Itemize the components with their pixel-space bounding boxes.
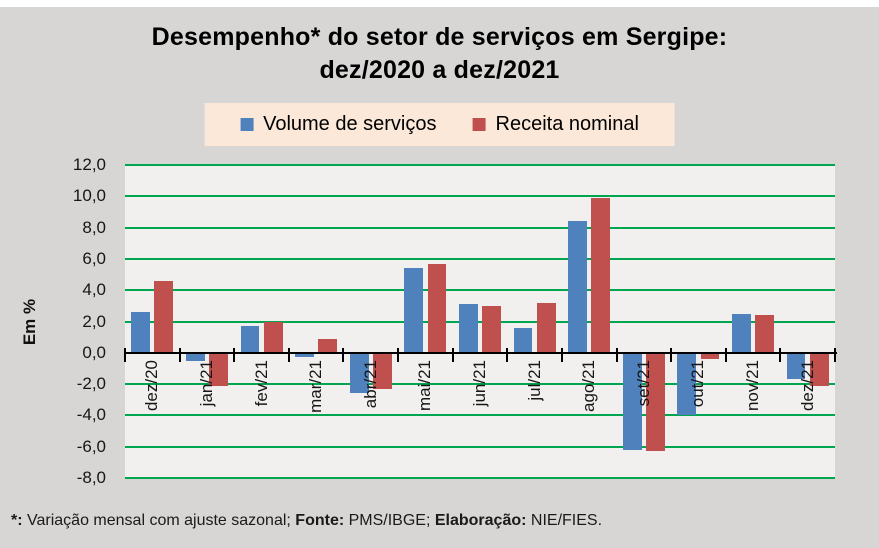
axis-tick xyxy=(451,347,454,362)
y-tick-label: 2,0 xyxy=(82,311,106,331)
gridline xyxy=(125,414,835,417)
bar-volume-jul-21 xyxy=(513,327,533,353)
y-tick-label: 12,0 xyxy=(72,155,106,174)
axis-tick xyxy=(178,347,181,362)
x-category-label: ago/21 xyxy=(579,359,599,412)
chart-title-line2: dez/2020 a dez/2021 xyxy=(319,56,560,84)
chart-title: Desempenho* do setor de serviços em Serg… xyxy=(0,21,879,87)
bar-volume-ago-21 xyxy=(568,221,588,353)
axis-tick xyxy=(724,347,727,362)
x-category-label: jan/21 xyxy=(196,359,216,407)
gridline xyxy=(125,164,835,166)
y-tick-label: 0,0 xyxy=(82,342,106,362)
x-category-label: fev/21 xyxy=(251,359,271,407)
axis-tick xyxy=(834,347,836,362)
gridline xyxy=(125,289,835,292)
axis-tick xyxy=(233,347,236,362)
bar-receita-jan-21 xyxy=(209,352,228,386)
top-strip xyxy=(0,0,879,7)
gridline xyxy=(125,445,835,448)
axis-tick xyxy=(506,347,509,362)
footnote-note-text: Variação mensal com ajuste sazonal; xyxy=(22,512,296,529)
bar-receita-dez-21 xyxy=(809,352,829,386)
bar-volume-dez-20 xyxy=(131,312,151,353)
bar-volume-mar-21 xyxy=(295,352,314,358)
legend: Volume de serviços Receita nominal xyxy=(204,103,675,146)
gridline xyxy=(125,477,835,479)
footnote-fonte-value: PMS/IBGE; xyxy=(344,512,435,529)
bar-volume-fev-21 xyxy=(240,326,260,353)
axis-tick xyxy=(560,347,563,362)
axis-tick xyxy=(779,347,782,362)
bar-receita-out-21 xyxy=(700,352,720,360)
footnote-asterisk: *: xyxy=(11,512,23,529)
y-tick-label: 10,0 xyxy=(72,186,106,206)
footnote-elaboracao-value: NIE/FIES. xyxy=(526,512,603,529)
bar-receita-mai-21 xyxy=(427,263,447,353)
bar-receita-dez-20 xyxy=(154,280,174,353)
axis-tick xyxy=(670,347,673,362)
chart-title-line1: Desempenho* do setor de serviços em Serg… xyxy=(151,23,728,51)
bar-receita-nov-21 xyxy=(755,315,775,353)
y-tick-label: -2,0 xyxy=(76,374,106,394)
x-category-label: jul/21 xyxy=(524,359,544,401)
bar-volume-dez-21 xyxy=(786,352,806,380)
gridline xyxy=(125,320,835,323)
x-category-label: mar/21 xyxy=(306,359,326,413)
footnote: *: Variação mensal com ajuste sazonal; F… xyxy=(11,512,871,530)
receita-series-marker-icon xyxy=(472,118,486,131)
x-category-label: jun/21 xyxy=(470,359,489,407)
y-tick-label: -6,0 xyxy=(76,436,106,456)
x-category-label: nov/21 xyxy=(743,359,763,411)
x-category-label: set/21 xyxy=(633,359,653,407)
y-tick-label: -8,0 xyxy=(76,468,106,487)
gridline xyxy=(125,383,835,386)
axis-tick xyxy=(615,347,618,362)
bar-receita-fev-21 xyxy=(263,321,283,353)
y-tick-label: 4,0 xyxy=(82,280,106,300)
bar-receita-jul-21 xyxy=(536,302,556,353)
x-axis-line xyxy=(125,351,837,354)
bar-volume-mai-21 xyxy=(404,268,424,353)
bar-receita-set-21 xyxy=(646,352,665,452)
bar-volume-abr-21 xyxy=(349,352,369,394)
legend-label-receita: Receita nominal xyxy=(495,113,639,135)
axis-tick xyxy=(397,347,400,362)
gridline xyxy=(125,195,835,198)
bar-volume-set-21 xyxy=(622,352,642,450)
y-tick-label: 8,0 xyxy=(82,217,106,237)
bar-volume-jan-21 xyxy=(185,352,205,361)
legend-item-receita: Receita nominal xyxy=(472,113,639,136)
footnote-fonte-label: Fonte: xyxy=(295,512,345,529)
legend-label-volume: Volume de serviços xyxy=(263,113,437,135)
y-tick-label: -4,0 xyxy=(76,405,106,425)
bar-volume-out-21 xyxy=(677,352,697,416)
gridline xyxy=(125,226,835,229)
x-category-label: dez/20 xyxy=(142,359,162,411)
x-category-label: mai/21 xyxy=(415,359,435,411)
axis-tick xyxy=(287,347,290,362)
bar-receita-jun-21 xyxy=(482,305,501,353)
bar-receita-mar-21 xyxy=(318,338,338,353)
volume-series-marker-icon xyxy=(240,118,254,131)
x-category-label: out/21 xyxy=(688,359,708,408)
x-category-label: dez/21 xyxy=(797,359,817,411)
x-category-label: abr/21 xyxy=(360,359,380,408)
bar-receita-abr-21 xyxy=(372,352,392,389)
y-tick-label: 6,0 xyxy=(82,248,106,268)
footnote-elaboracao-label: Elaboração: xyxy=(434,512,527,529)
bar-volume-nov-21 xyxy=(732,313,751,353)
bar-receita-ago-21 xyxy=(591,197,611,353)
bar-volume-jun-21 xyxy=(458,304,478,353)
legend-item-volume: Volume de serviços xyxy=(240,113,437,136)
axis-tick xyxy=(124,347,126,362)
axis-tick xyxy=(342,347,345,362)
gridline xyxy=(125,257,835,260)
